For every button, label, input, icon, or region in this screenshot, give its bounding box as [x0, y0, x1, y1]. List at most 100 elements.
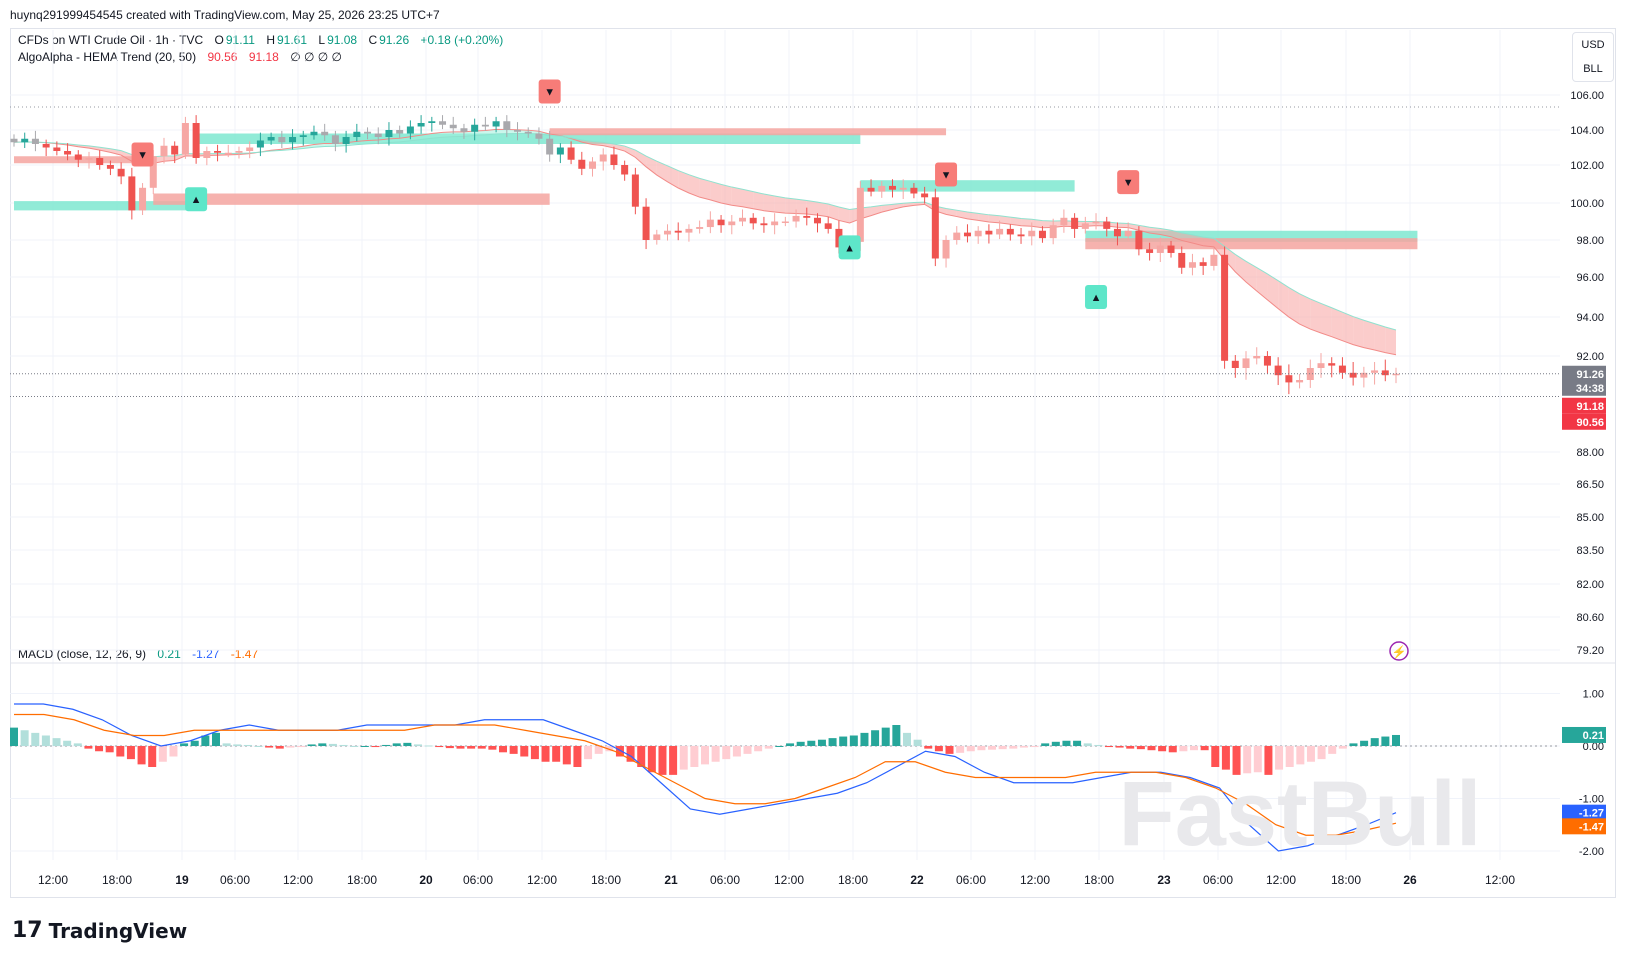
candle-body: [1306, 368, 1314, 380]
candle-body: [1060, 217, 1068, 226]
candle-body: [996, 228, 1004, 235]
candle-body: [1028, 230, 1036, 237]
candle-body: [771, 221, 779, 226]
hema-ribbon-segment: [678, 170, 689, 193]
candle-body: [203, 151, 211, 158]
macd-hist-bar: [467, 746, 476, 749]
hema-ribbon-segment: [967, 212, 979, 221]
candle-body: [417, 123, 425, 127]
buy-signal-label: ▲: [1091, 292, 1102, 304]
symbol-label[interactable]: CFDs on WTI Crude Oil · 1h · TVC: [18, 33, 204, 47]
c-label: C: [368, 33, 378, 47]
candle-body: [1296, 380, 1304, 383]
sell-signal-label: ▼: [1123, 177, 1134, 189]
hema-ribbon-segment: [442, 131, 454, 138]
candle-body: [867, 187, 875, 192]
candle-body: [471, 124, 479, 132]
hema-ribbon-segment: [121, 150, 132, 162]
hema-ribbon-segment: [1353, 316, 1364, 348]
macd-hist-bar: [1104, 746, 1113, 748]
macd-hist-bar: [275, 746, 284, 749]
macd-hist-bar: [786, 743, 795, 746]
macd-hist-bar: [137, 746, 146, 765]
macd-hist-bar: [52, 738, 61, 746]
macd-hist-bar: [573, 746, 582, 767]
price-tick-label: 100.00: [1570, 198, 1604, 210]
hema-ribbon-segment: [796, 199, 807, 215]
macd-hist-bar: [796, 741, 805, 746]
tradingview-logo[interactable]: 𝟭𝟳 TradingView: [12, 918, 187, 943]
indicator-label[interactable]: AlgoAlpha - HEMA Trend (20, 50): [18, 50, 197, 64]
hema-ribbon-segment: [667, 165, 679, 189]
candle-body: [1135, 230, 1143, 250]
candle-body: [824, 223, 832, 229]
hema-ribbon-segment: [1117, 222, 1129, 228]
macd-hist-bar: [382, 744, 391, 746]
macd-hist-bar: [530, 746, 539, 760]
hema-ribbon-segment: [1149, 227, 1161, 235]
macd-hist-bar: [892, 725, 901, 746]
candle-body: [353, 131, 361, 137]
time-tick-label: 23: [1157, 873, 1171, 887]
hema-ribbon-segment: [485, 129, 497, 135]
flash-icon[interactable]: [1389, 641, 1409, 661]
macd-hist-bar: [41, 735, 50, 746]
buy-signal-box: [838, 235, 861, 260]
macd-hist-bar: [977, 746, 986, 751]
macd-hist-bar: [807, 740, 816, 746]
hema-ribbon: [13, 128, 1397, 356]
hema-ribbon-segment: [1203, 237, 1214, 247]
tradingview-logo-icon: 𝟭𝟳: [12, 918, 43, 943]
time-tick-label: 19: [175, 873, 189, 887]
macd-hist-bar: [658, 746, 667, 775]
time-tick-label: 06:00: [956, 873, 986, 887]
candle-body: [278, 137, 286, 143]
macd-hist-bar: [541, 746, 550, 762]
time-tick-label: 06:00: [1203, 873, 1233, 887]
candle-body: [1071, 217, 1079, 229]
time-tick-label: 26: [1403, 873, 1417, 887]
candle-body: [1210, 254, 1218, 266]
macd-hist-bar: [371, 746, 380, 748]
candle-body: [1167, 245, 1175, 253]
hema-ribbon-segment: [635, 150, 647, 167]
hema-slow-label-bg: [1562, 413, 1606, 430]
macd-hist-bar: [1275, 746, 1284, 770]
macd-hist-bar: [1083, 743, 1092, 746]
macd-hist-bar: [328, 743, 337, 746]
macd-hist-bar: [871, 730, 880, 746]
hema-ribbon-segment: [785, 197, 797, 214]
candle-body: [621, 165, 629, 175]
candle-body: [1188, 262, 1196, 268]
macd-hist-bar: [126, 746, 135, 760]
currency-unit-button[interactable]: USD BLL: [1572, 32, 1614, 82]
candle-body: [1328, 363, 1336, 366]
macd-hist-bar: [403, 742, 412, 746]
macd-hist-bar: [637, 746, 646, 767]
bear-zone: [1085, 238, 1418, 250]
candle-body: [910, 187, 918, 194]
time-tick-label: 12:00: [774, 873, 804, 887]
candle-body: [792, 215, 800, 222]
hema-ribbon-segment: [871, 205, 882, 216]
indicator-value-1: 90.56: [207, 50, 238, 64]
bear-zone: [549, 128, 947, 136]
price-tick-label: 86.50: [1576, 479, 1604, 491]
candles: [10, 115, 1400, 395]
candle-body: [1146, 249, 1154, 253]
candle-body: [406, 126, 414, 134]
candle-body: [856, 187, 864, 242]
price-tick-label: 102.00: [1570, 160, 1604, 172]
hema-ribbon-segment: [903, 202, 914, 207]
sell-signal-box: [935, 162, 958, 187]
hema-ribbon-segment: [1021, 218, 1032, 227]
macd-hist-bar: [63, 740, 72, 746]
candle-body: [921, 193, 929, 198]
time-tick-label: 22: [910, 873, 924, 887]
candle-body: [749, 217, 757, 224]
price-tick-label: 83.50: [1576, 545, 1604, 557]
candle-body: [385, 130, 393, 137]
candle-body: [235, 151, 243, 153]
macd-hist-bar: [222, 743, 231, 746]
